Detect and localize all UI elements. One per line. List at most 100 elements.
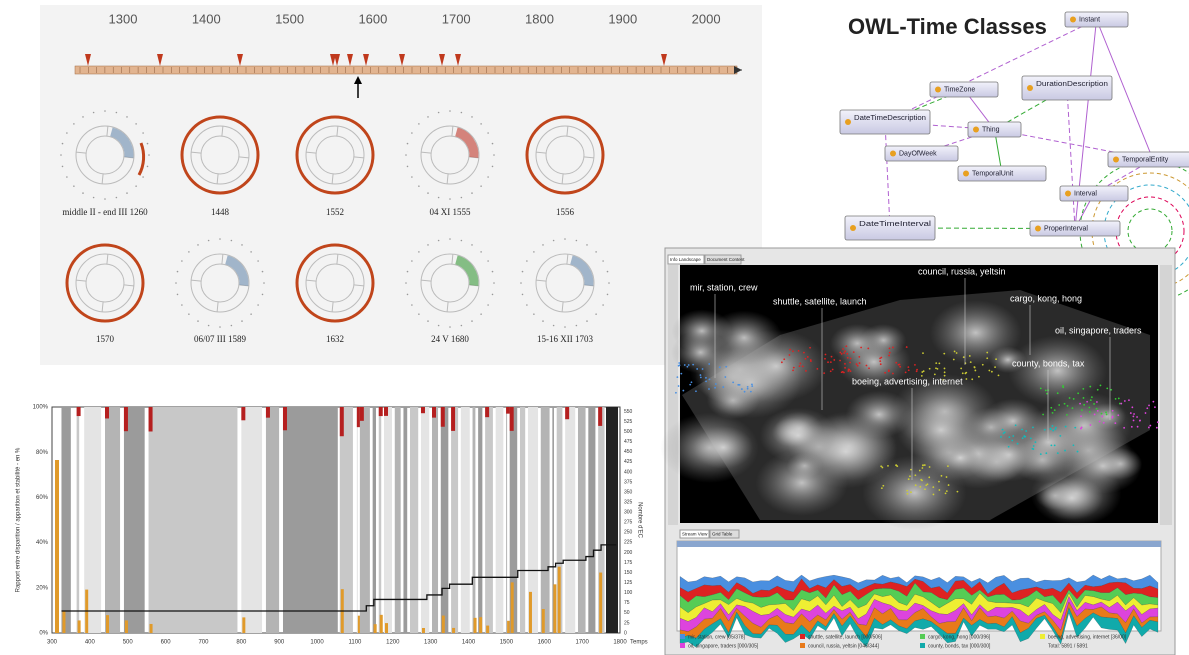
doc-point — [749, 390, 752, 393]
tab[interactable] — [679, 529, 710, 539]
doc-point — [922, 464, 924, 467]
y2-tick-label: 350 — [624, 489, 633, 495]
doc-point — [955, 352, 958, 354]
bar — [359, 407, 370, 633]
y-tick-label: 80% — [36, 450, 49, 456]
doc-point — [1000, 436, 1002, 438]
bar-bottom — [486, 625, 490, 633]
doc-point — [905, 346, 908, 348]
tab-label[interactable]: Info Landscape — [670, 257, 701, 262]
doc-point — [840, 353, 843, 355]
doc-point — [692, 363, 695, 366]
bar-top — [420, 407, 425, 414]
diagram-title: OWL-Time Classes — [848, 14, 1047, 39]
tab[interactable] — [709, 529, 740, 539]
bar-bottom — [541, 608, 545, 633]
dot — [219, 238, 221, 240]
bar-top — [241, 407, 246, 421]
doc-point — [960, 367, 963, 370]
doc-point — [994, 366, 996, 369]
doc-point — [788, 354, 791, 356]
bar — [384, 407, 393, 633]
class-label: TimeZone — [944, 86, 975, 93]
bar — [378, 407, 382, 633]
ring-sep — [561, 301, 564, 312]
doc-point — [746, 387, 749, 390]
doc-point — [839, 351, 842, 354]
class-icon — [963, 170, 969, 177]
class-node — [884, 145, 959, 162]
tab-label[interactable]: Document Content — [707, 257, 745, 262]
x-tick-label: 1300 — [424, 640, 438, 646]
legend-swatch — [680, 634, 685, 639]
doc-point — [942, 378, 945, 381]
bar-top — [265, 407, 270, 418]
dot — [230, 324, 233, 327]
doc-point — [1090, 396, 1093, 399]
doc-point — [887, 370, 890, 373]
doc-point — [1032, 445, 1035, 447]
dot — [66, 176, 68, 178]
ring-sep — [221, 254, 224, 265]
x-tick-label: 700 — [198, 640, 209, 646]
y2-tick-label: 100 — [624, 590, 633, 596]
dot — [586, 320, 588, 322]
doc-point — [1014, 424, 1017, 427]
doc-point — [806, 356, 809, 358]
ring-sep — [106, 126, 109, 137]
doc-point — [978, 375, 980, 378]
tab[interactable] — [667, 254, 705, 265]
doc-point — [1077, 392, 1080, 395]
doc-point — [1021, 428, 1023, 431]
ring-sep — [123, 284, 134, 287]
dot — [411, 304, 413, 306]
doc-point — [935, 362, 938, 365]
bar — [148, 407, 238, 633]
x-tick-label: 300 — [47, 640, 58, 646]
y-tick-label: 40% — [36, 540, 49, 546]
ring-outer — [75, 253, 135, 313]
dot — [418, 251, 420, 253]
doc-point — [956, 490, 959, 493]
legend-label: council, russia, yeltsin [046/344] — [808, 643, 879, 649]
bar — [506, 407, 508, 633]
tab-label[interactable]: Grid Table — [712, 532, 733, 537]
class-icon — [1035, 225, 1041, 232]
dot — [188, 313, 190, 315]
doc-point — [804, 357, 807, 360]
doc-point — [1062, 384, 1064, 387]
doc-point — [696, 368, 699, 370]
dot — [526, 304, 528, 306]
doc-point — [1080, 427, 1082, 430]
bar — [394, 407, 401, 633]
doc-point — [880, 356, 883, 359]
bar-top — [565, 407, 570, 420]
doc-point — [827, 361, 829, 364]
doc-point — [856, 364, 859, 367]
bar — [432, 407, 439, 633]
doc-point — [907, 366, 910, 369]
doc-point — [1149, 424, 1152, 427]
dot — [104, 110, 106, 112]
hill — [759, 407, 837, 464]
dot — [564, 326, 566, 328]
ring-sep — [566, 126, 569, 137]
doc-point — [799, 362, 802, 365]
dot — [437, 111, 440, 114]
doc-point — [914, 474, 917, 477]
dot — [104, 198, 106, 200]
doc-point — [1114, 422, 1117, 425]
doc-point — [1098, 420, 1101, 423]
doc-point — [1154, 406, 1156, 409]
doc-point — [1082, 397, 1085, 399]
doc-point — [971, 378, 974, 381]
doc-point — [953, 350, 956, 353]
y-tick-label: 100% — [33, 405, 49, 411]
y2-tick-label: 75 — [624, 600, 630, 606]
doc-point — [842, 348, 844, 350]
dot — [595, 251, 597, 253]
legend-swatch — [920, 634, 925, 639]
tab[interactable] — [704, 254, 742, 265]
tab-label[interactable]: Stream View — [682, 532, 708, 537]
dot — [487, 304, 489, 306]
